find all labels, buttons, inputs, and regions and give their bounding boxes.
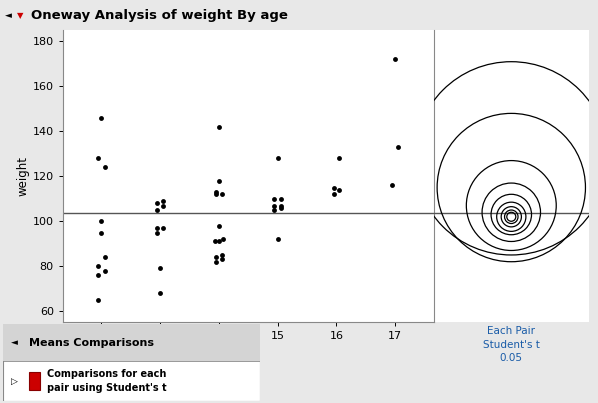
Text: ▼: ▼ <box>17 10 23 20</box>
Bar <box>3 324 260 361</box>
Text: Comparisons for each
pair using Student's t: Comparisons for each pair using Student'… <box>47 370 166 393</box>
X-axis label: age: age <box>237 347 259 360</box>
Text: ◄: ◄ <box>11 338 17 347</box>
Text: ▷: ▷ <box>11 376 17 386</box>
Bar <box>29 372 40 390</box>
Text: Oneway Analysis of weight By age: Oneway Analysis of weight By age <box>31 8 288 22</box>
Text: Each Pair
Student's t
0.05: Each Pair Student's t 0.05 <box>483 326 540 363</box>
Y-axis label: weight: weight <box>17 156 30 196</box>
Text: Means Comparisons: Means Comparisons <box>29 338 154 348</box>
Text: ◄: ◄ <box>5 10 11 20</box>
